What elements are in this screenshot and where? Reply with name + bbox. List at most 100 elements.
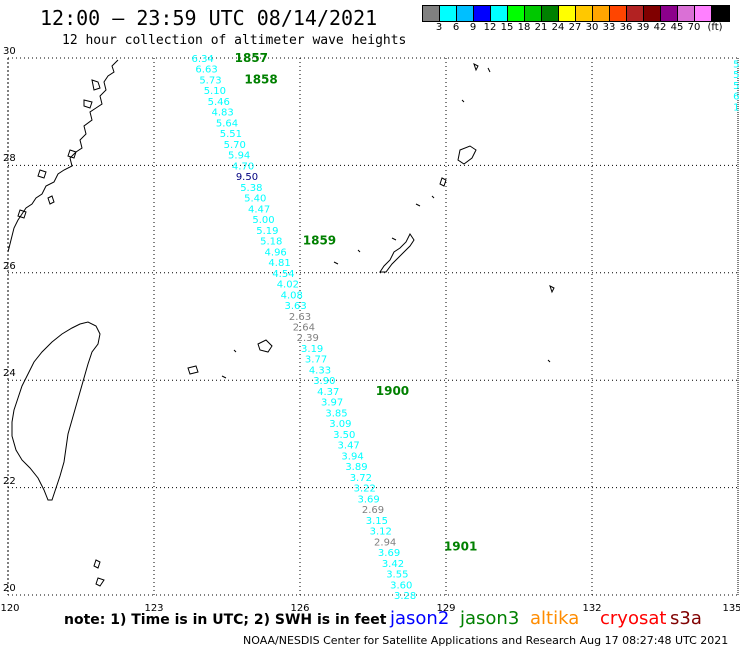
wave-height-value: 3.28: [394, 591, 416, 602]
wave-height-value: 3.19: [301, 344, 323, 355]
satellite-jason3: jason3: [460, 608, 520, 629]
satellite-cryosat: cryosat: [600, 608, 667, 629]
legend-swatch: [593, 6, 610, 21]
wave-height-value: 6.63: [195, 65, 217, 76]
wave-height-value: 4.96: [265, 247, 287, 258]
legend-swatch: [576, 6, 593, 21]
wave-height-value: 4.37: [317, 387, 339, 398]
wave-height-value: 5.6: [733, 59, 740, 70]
altimeter-track: 6.346.635.735.105.464.835.645.515.705.94…: [192, 51, 740, 602]
time-label: 1901: [444, 540, 477, 554]
legend-tick-label: 15: [500, 22, 514, 33]
longitude-label: 120: [0, 603, 20, 614]
wave-height-value: 5.18: [260, 237, 282, 248]
china-coastline: [7, 59, 119, 253]
wave-height-value: 3.22: [354, 484, 376, 495]
wave-height-value: 3.94: [341, 451, 363, 462]
wave-height-value: 5.70: [224, 140, 246, 151]
legend-swatch: [627, 6, 644, 21]
legend-tick-label: 39: [636, 22, 650, 33]
latitude-label: 28: [3, 153, 16, 165]
time-label: 1858: [244, 72, 277, 86]
legend-swatch: [491, 6, 508, 21]
longitude-label: 126: [290, 603, 310, 614]
coastlines: [7, 59, 555, 587]
legend-swatch: [423, 6, 440, 21]
time-label: 1857: [235, 51, 268, 65]
credit-footer: NOAA/NESDIS Center for Satellite Applica…: [243, 634, 729, 647]
wave-height-value: 3.97: [321, 398, 343, 409]
wave-height-value: 3.60: [390, 580, 412, 591]
wave-height-value: 3.85: [325, 408, 347, 419]
legend-tick-label: 24: [551, 22, 565, 33]
wave-height-value: 5.94: [228, 151, 250, 162]
wave-height-value: 4.70: [232, 161, 254, 172]
lat-lon-grid: [7, 57, 739, 596]
latitude-label: 26: [3, 260, 16, 272]
color-scale-legend: [422, 5, 730, 22]
legend-tick-label: (ft): [707, 22, 723, 33]
wave-height-value: 5.46: [208, 97, 230, 108]
wave-height-value: 4.33: [309, 365, 331, 376]
satellite-altika: altika: [530, 608, 580, 629]
wave-height-value: 4.54: [272, 269, 294, 280]
longitude-label: 132: [582, 603, 602, 614]
wave-height-value: 4.08: [281, 290, 303, 301]
wave-height-value: 5.6: [733, 70, 740, 81]
wave-height-value: 3.69: [378, 548, 400, 559]
wave-height-value: 3.42: [382, 559, 404, 570]
wave-height-value: 3.89: [345, 462, 367, 473]
legend-tick-label: 33: [602, 22, 616, 33]
wave-height-value: 3.77: [305, 355, 327, 366]
satellite-jason2: jason2: [390, 608, 450, 629]
wave-height-value: 3.09: [329, 419, 351, 430]
legend-tick-label: 12: [483, 22, 497, 33]
longitude-label: 135: [722, 603, 740, 614]
amami-coastline: [457, 145, 477, 165]
wave-height-value: 5.10: [204, 86, 226, 97]
wave-height-value: 3.55: [386, 570, 408, 581]
latitude-label: 30: [3, 46, 16, 57]
latitude-label: 24: [3, 368, 16, 380]
legend-tick-label: 30: [585, 22, 599, 33]
legend-tick-label: 70: [687, 22, 701, 33]
time-label: 1859: [303, 234, 336, 248]
latitude-label: 20: [3, 583, 16, 594]
legend-tick-label: 27: [568, 22, 582, 33]
wave-height-value: 5.19: [256, 226, 278, 237]
wave-height-value: 1: [733, 102, 739, 113]
wave-height-value: 5.00: [252, 215, 274, 226]
china-islands: [17, 79, 101, 219]
wave-height-value: 2.63: [289, 312, 311, 323]
wave-height-value: 3.63: [284, 301, 306, 312]
legend-swatch: [457, 6, 474, 21]
legend-swatch: [678, 6, 695, 21]
wave-height-value: 4.83: [211, 108, 233, 119]
wave-height-value: 3.47: [338, 441, 360, 452]
wave-height-value: 3.12: [370, 527, 392, 538]
legend-tick-label: 36: [619, 22, 633, 33]
wave-height-value: 6: [733, 92, 739, 103]
wave-height-value: 2.94: [374, 537, 396, 548]
page-subtitle: 12 hour collection of altimeter wave hei…: [62, 33, 407, 48]
wave-height-value: 4.81: [268, 258, 290, 269]
legend-tick-label: 9: [469, 22, 477, 33]
units-note: note: 1) Time is in UTC; 2) SWH is in fe…: [64, 612, 387, 628]
wave-height-value: 5.40: [244, 194, 266, 205]
legend-swatch: [610, 6, 627, 21]
okinawa-coastline: [379, 233, 415, 273]
legend-swatch: [661, 6, 678, 21]
wave-height-value: 5.73: [199, 75, 221, 86]
legend-swatch: [712, 6, 729, 21]
wave-height-value: 5: [733, 81, 739, 92]
legend-swatch: [525, 6, 542, 21]
legend-swatch: [474, 6, 491, 21]
taiwan-coastline: [11, 321, 101, 501]
wave-height-value: 4.02: [277, 280, 299, 291]
wave-height-value: 3.69: [357, 494, 379, 505]
legend-swatch: [508, 6, 525, 21]
wave-height-value: 6.34: [192, 54, 214, 65]
legend-tick-label: 3: [435, 22, 443, 33]
